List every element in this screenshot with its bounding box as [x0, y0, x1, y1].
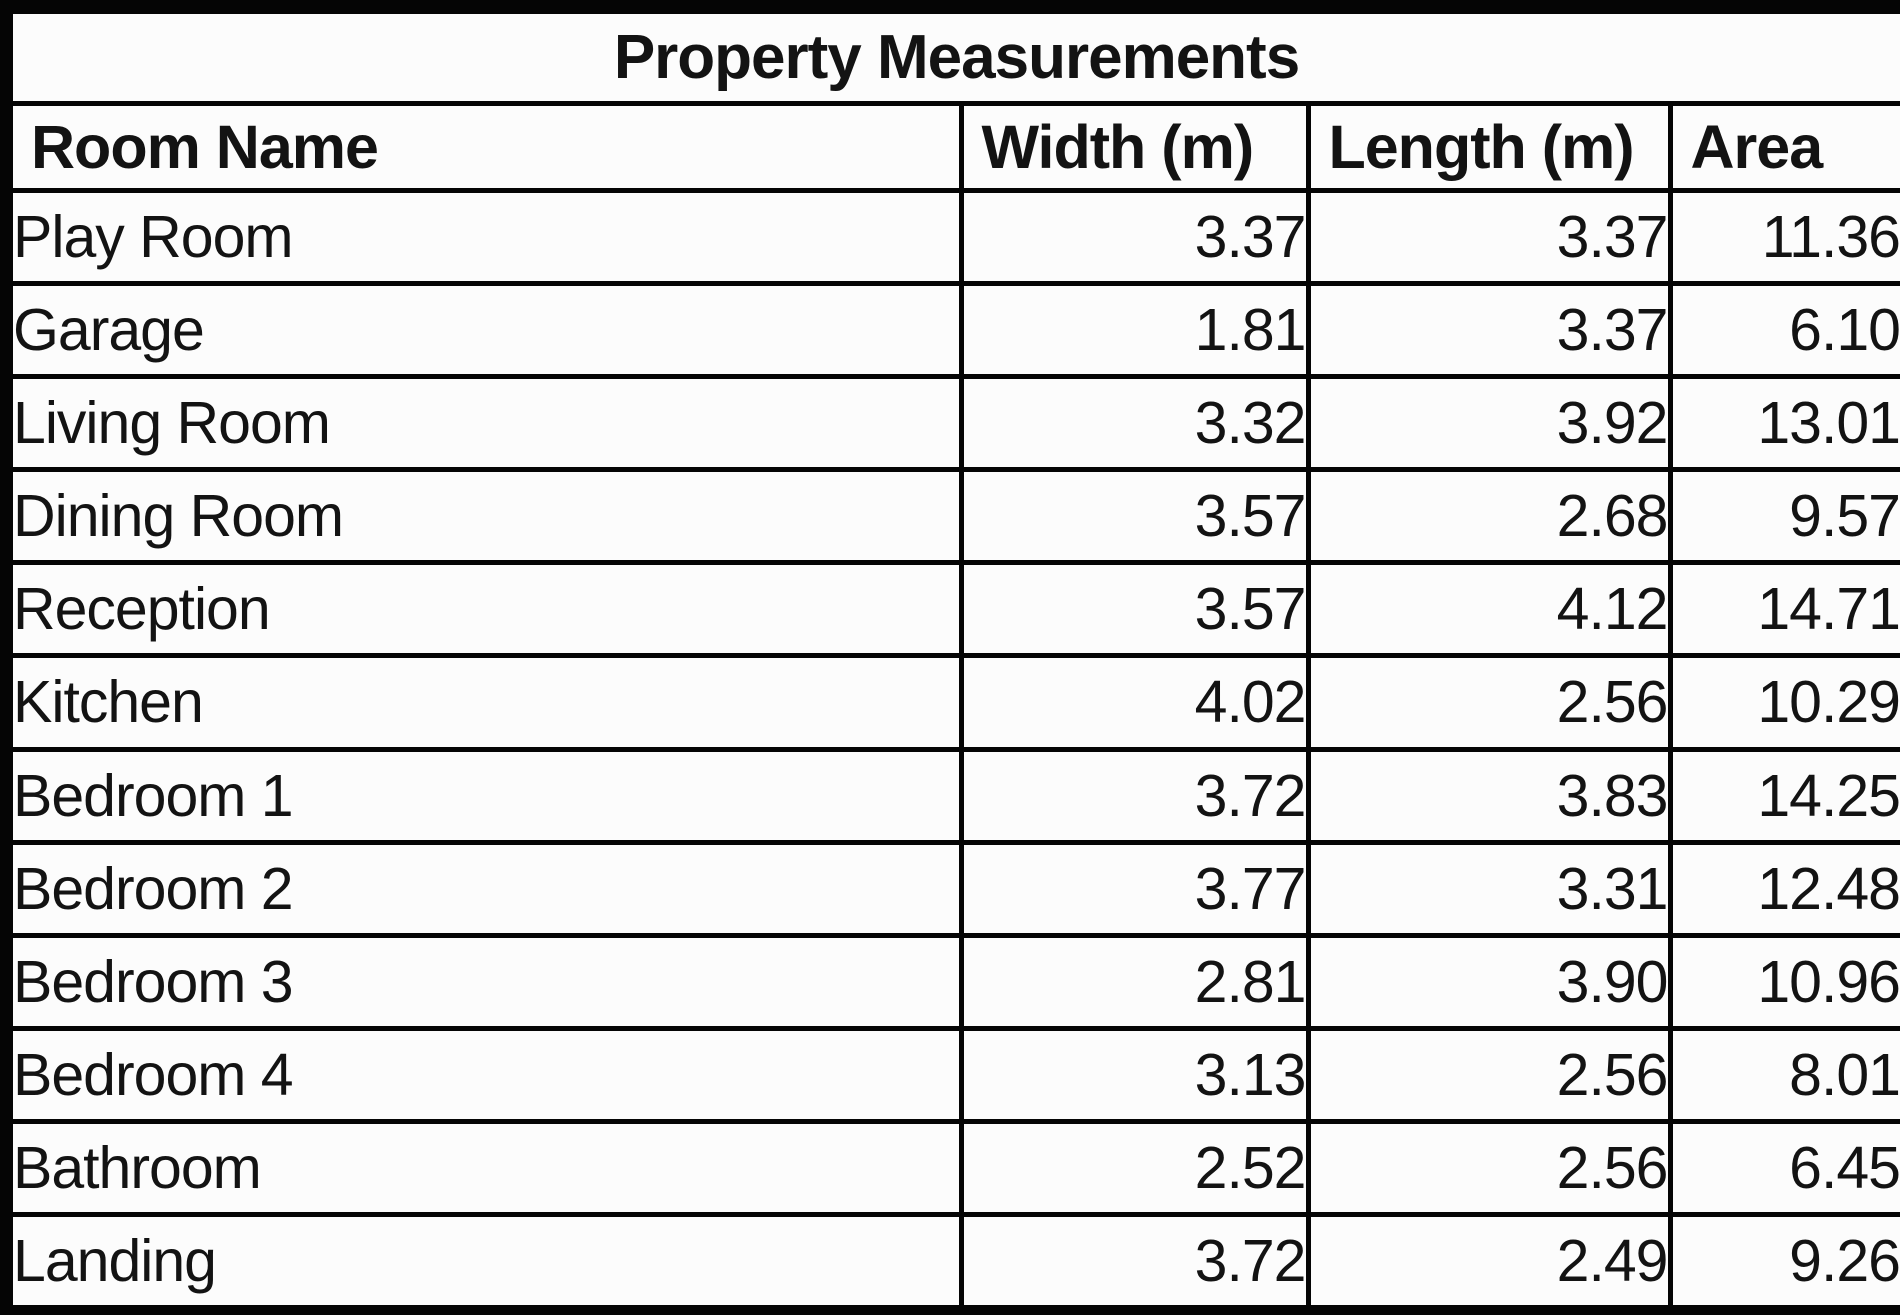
width-cell: 3.72: [958, 746, 1311, 845]
room-name-cell: Garage: [13, 280, 964, 379]
width-cell: 3.13: [958, 1026, 1311, 1125]
area-cell: 6.45: [1667, 1119, 1900, 1218]
table-title-row: Property Measurements: [13, 14, 1900, 106]
width-cell: 3.37: [958, 187, 1311, 286]
room-name-cell: Living Room: [13, 373, 964, 473]
length-cell: 3.90: [1305, 932, 1673, 1032]
area-cell: 14.71: [1667, 560, 1900, 659]
table-row: Bathroom 2.52 2.56 6.45: [13, 1119, 1900, 1218]
table-row: Reception 3.57 4.12 14.71: [13, 560, 1900, 659]
area-cell: 10.29: [1667, 653, 1900, 752]
room-name-cell: Kitchen: [13, 653, 964, 752]
room-name-cell: Landing: [13, 1212, 964, 1305]
length-cell: 2.56: [1305, 653, 1673, 752]
length-cell: 2.68: [1305, 467, 1673, 566]
area-cell: 8.01: [1667, 1026, 1900, 1125]
table-header-row: Room Name Width (m) Length (m) Area: [13, 100, 1900, 193]
table-row: Play Room 3.37 3.37 11.36: [13, 187, 1900, 286]
area-cell: 9.26: [1667, 1212, 1900, 1305]
area-cell: 14.25: [1667, 746, 1900, 845]
col-header-length: Length (m): [1305, 100, 1673, 193]
table-row: Living Room 3.32 3.92 13.01: [13, 373, 1900, 473]
table-row: Bedroom 1 3.72 3.83 14.25: [13, 746, 1900, 845]
area-cell: 6.10: [1667, 280, 1900, 379]
property-measurements-table: Property Measurements Room Name Width (m…: [13, 14, 1900, 1305]
room-name-cell: Play Room: [13, 187, 964, 286]
width-cell: 3.77: [958, 839, 1311, 938]
table-row: Garage 1.81 3.37 6.10: [13, 280, 1900, 379]
length-cell: 2.56: [1305, 1026, 1673, 1125]
table-title: Property Measurements: [13, 14, 1900, 106]
length-cell: 3.37: [1305, 280, 1673, 379]
width-cell: 3.72: [958, 1212, 1311, 1305]
length-cell: 2.49: [1305, 1212, 1673, 1305]
area-cell: 10.96: [1667, 932, 1900, 1032]
table-body: Property Measurements Room Name Width (m…: [13, 14, 1900, 1305]
area-cell: 11.36: [1667, 187, 1900, 286]
room-name-cell: Reception: [13, 560, 964, 659]
width-cell: 2.52: [958, 1119, 1311, 1218]
col-header-area: Area: [1667, 100, 1900, 193]
length-cell: 2.56: [1305, 1119, 1673, 1218]
length-cell: 4.12: [1305, 560, 1673, 659]
table-row: Landing 3.72 2.49 9.26: [13, 1212, 1900, 1305]
room-name-cell: Bedroom 1: [13, 746, 964, 845]
width-cell: 3.57: [958, 560, 1311, 659]
length-cell: 3.31: [1305, 839, 1673, 938]
length-cell: 3.92: [1305, 373, 1673, 473]
width-cell: 2.81: [958, 932, 1311, 1032]
width-cell: 4.02: [958, 653, 1311, 752]
col-header-room-name: Room Name: [13, 100, 964, 193]
table-row: Bedroom 2 3.77 3.31 12.48: [13, 839, 1900, 938]
width-cell: 3.32: [958, 373, 1311, 473]
length-cell: 3.83: [1305, 746, 1673, 845]
area-cell: 9.57: [1667, 467, 1900, 566]
table-row: Kitchen 4.02 2.56 10.29: [13, 653, 1900, 752]
width-cell: 3.57: [958, 467, 1311, 566]
room-name-cell: Bathroom: [13, 1119, 964, 1218]
area-cell: 12.48: [1667, 839, 1900, 938]
width-cell: 1.81: [958, 280, 1311, 379]
room-name-cell: Dining Room: [13, 467, 964, 566]
table-row: Bedroom 3 2.81 3.90 10.96: [13, 932, 1900, 1032]
room-name-cell: Bedroom 2: [13, 839, 964, 938]
area-cell: 13.01: [1667, 373, 1900, 473]
room-name-cell: Bedroom 3: [13, 932, 964, 1032]
table-row: Dining Room 3.57 2.68 9.57: [13, 467, 1900, 566]
room-name-cell: Bedroom 4: [13, 1026, 964, 1125]
col-header-width: Width (m): [958, 100, 1311, 193]
table-row: Bedroom 4 3.13 2.56 8.01: [13, 1026, 1900, 1125]
length-cell: 3.37: [1305, 187, 1673, 286]
